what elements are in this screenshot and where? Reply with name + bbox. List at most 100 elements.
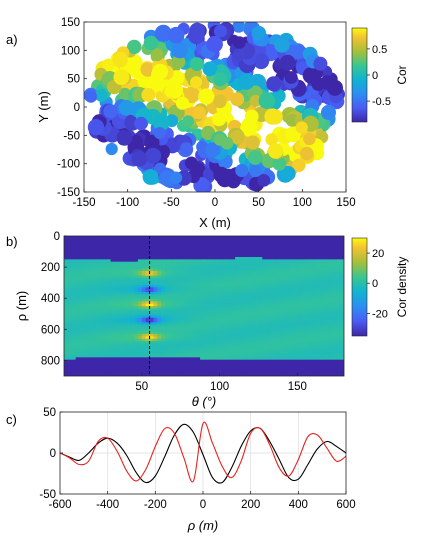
panel-b-cell-1526 [161,296,166,300]
panel-b-cell-4157 [332,275,337,279]
panel-b-cell-1320 [149,236,155,239]
panel-b-cell-727 [110,252,116,256]
panel-b-cell-816 [114,320,120,323]
panel-b-cell-2164 [204,245,209,249]
panel-b-cell-1390 [153,259,158,263]
panel-b-cell-3978 [320,278,326,281]
panel-b-cell-479 [91,373,96,376]
panel-b-cell-741 [110,285,116,288]
panel-b-cell-4301 [340,331,344,335]
panel-b-cell-1084 [134,245,139,249]
panel-b-cell-2928 [250,348,256,351]
panel-b-cell-3354 [277,362,283,365]
panel-b-cell-3285 [274,341,279,344]
panel-b-cell-1791 [176,355,182,358]
panel-b-cell-1176 [137,320,143,323]
panel-b-cell-4045 [324,294,330,298]
panel-b-cell-2607 [231,299,236,302]
panel-b-cell-1506 [161,250,166,253]
panel-b-cell-224 [75,338,81,342]
panel-b-cell-2213 [204,359,209,363]
panel-b-cell-4306 [340,343,344,347]
panel-b-cell-1750 [176,259,182,263]
panel-b-cell-1308 [145,348,151,351]
panel-b-cell-1804 [180,245,186,249]
panel-b-cell-1585 [165,294,170,298]
panel-b-cell-1004 [126,338,131,342]
panel-b-cell-3656 [297,366,302,370]
panel-b-cell-3494 [289,268,295,272]
panel-b-cell-666 [106,250,112,253]
panel-b-cell-4241 [336,331,341,335]
panel-b-cell-3067 [262,252,267,256]
panel-b-cell-205 [75,294,81,298]
panel-b-cell-736 [110,273,116,277]
panel-b-cell-2445 [219,341,225,344]
panel-b-cell-3921 [316,285,322,288]
panel-b-cell-2744 [239,338,244,342]
panel-b-cell-1679 [169,373,174,376]
panel-b-cell-1002 [126,334,131,337]
panel-b-cell-1531 [161,308,166,312]
panel-b-cell-3815 [309,317,314,321]
panel-b-cell-451 [91,308,96,312]
panel-b-cell-1151 [137,261,143,265]
panel-b-cell-3914 [316,268,322,272]
panel-b-cell-1011 [126,355,131,358]
panel-b-cell-562 [99,287,104,291]
panel-b-cell-2615 [231,317,236,321]
panel-b-cell-3430 [285,259,291,263]
panel-b-cell-3373 [281,266,287,270]
panel-b-cell-1124 [134,338,139,342]
panel-b-cell-4147 [332,252,337,256]
panel-b-cell-3520 [289,329,295,333]
panel-b-cell-866 [118,296,123,300]
panel-b-cell-765 [110,341,116,344]
panel-b-cell-976 [126,273,131,277]
panel-b-cell-265 [79,294,85,298]
panel-b-cell-2175 [204,271,209,274]
panel-b-cell-794 [114,268,120,272]
panel-b-cell-3676 [301,273,306,277]
panel-a-point-421 [175,96,190,110]
panel-b-cell-521 [95,331,100,335]
panel-b-cell-424 [91,245,96,249]
panel-b-cell-2862 [246,334,252,337]
panel-b-cell-2202 [204,334,209,337]
panel-b-cell-4269 [340,257,344,260]
panel-b-cell-4197 [332,369,337,372]
panel-a-y-tick-label-3: 0 [74,102,80,114]
panel-b-cell-2275 [207,364,213,368]
panel-a-x-tick-label-3: 0 [212,197,218,209]
panel-b-cell-2802 [242,334,248,337]
panel-b-cell-1820 [180,282,186,286]
panel-b-cell-3135 [266,271,271,274]
panel-b-cell-3043 [258,336,263,340]
panel-b-cell-3565 [293,294,298,298]
panel-b-cell-2651 [235,261,240,265]
panel-b-cell-1042 [130,287,135,291]
panel-b-cell-1686 [172,250,178,253]
panel-b-cell-296 [79,366,85,370]
panel-b-cell-2738 [239,324,244,328]
panel-b-cell-2642 [235,240,240,244]
panel-b-cell-576 [99,320,104,323]
panel-b-cell-667 [106,252,112,256]
panel-b-cell-1130 [134,352,139,356]
panel-c-y-tick-label-1: 0 [50,448,56,460]
panel-b-cell-3684 [301,292,306,295]
panel-b-cell-186 [75,250,81,253]
panel-b-cell-2545 [227,294,232,298]
panel-b-cell-3740 [305,282,310,286]
panel-b-cell-2227 [207,252,213,256]
panel-b-cell-2059 [196,280,201,284]
panel-b-cell-3593 [293,359,298,363]
panel-b-cell-2582 [231,240,236,244]
panel-b-cell-3804 [309,292,314,295]
panel-b-cell-1578 [165,278,170,281]
panel-b-cell-1658 [169,324,174,328]
panel-b-cell-3222 [270,334,275,337]
panel-b-cell-61 [67,238,73,242]
panel-b-cell-792 [114,264,120,267]
panel-b-cell-1922 [188,240,193,244]
